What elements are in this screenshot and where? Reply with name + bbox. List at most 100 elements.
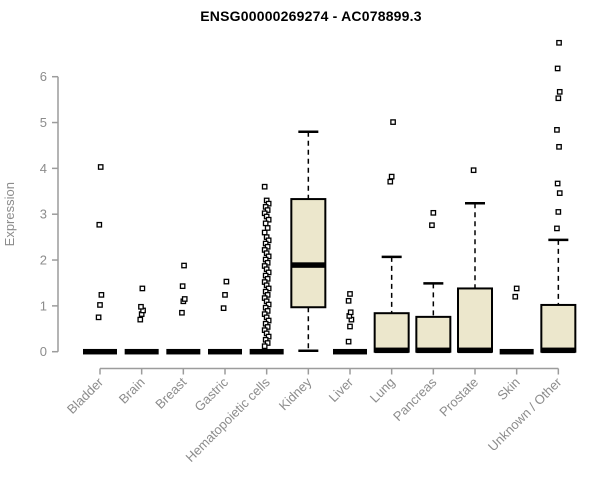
box-group-skin <box>499 285 534 355</box>
x-tick-label-unknown-other: Unknown / Other <box>485 374 565 454</box>
outlier-point <box>264 292 271 298</box>
box-group-hematopoietic-cells <box>249 183 284 355</box>
outlier-point <box>264 207 271 213</box>
y-tick-label: 3 <box>40 207 47 222</box>
outlier-point <box>347 323 353 330</box>
outlier-point <box>222 292 228 298</box>
outlier-point <box>556 39 562 46</box>
x-tick-label-bladder: Bladder <box>64 374 107 417</box>
y-axis-label: Expression <box>2 182 17 246</box>
y-tick-label: 2 <box>40 253 47 268</box>
outlier-point <box>265 216 272 223</box>
box-group-lung <box>373 119 410 354</box>
outlier-point <box>179 309 185 316</box>
median-bar-liver <box>333 348 368 355</box>
outlier-point <box>261 229 268 236</box>
outlier-point <box>97 164 104 170</box>
box-group-gastric <box>208 278 243 355</box>
outlier-point <box>555 209 562 215</box>
outlier-point <box>388 173 395 180</box>
median-bar-hematopoietic-cells <box>249 348 284 355</box>
iqr-box-pancreas <box>415 315 452 353</box>
outlier-point <box>554 180 561 187</box>
outlier-point <box>556 88 563 95</box>
outlier-point <box>264 308 271 314</box>
median-bar-skin <box>499 348 534 355</box>
outlier-point <box>347 291 353 297</box>
outlier-point <box>181 296 188 302</box>
median-bar-kidney <box>291 262 326 268</box>
outlier-point <box>223 278 230 285</box>
median-bar-prostate <box>458 347 493 354</box>
box-group-kidney <box>290 130 327 353</box>
outlier-point <box>265 301 272 308</box>
outlier-point <box>138 303 144 310</box>
outlier-point <box>264 275 271 282</box>
median-bar-gastric <box>208 348 243 355</box>
outlier-point <box>470 167 477 174</box>
outlier-point <box>512 293 519 300</box>
outlier-point <box>555 95 562 102</box>
outlier-point <box>264 259 271 266</box>
y-tick-label: 6 <box>40 69 47 84</box>
x-tick-label-lung: Lung <box>367 375 398 406</box>
x-tick-label-brain: Brain <box>116 375 148 407</box>
outlier-point <box>429 222 435 229</box>
median-bar-bladder <box>83 348 117 355</box>
outlier-point <box>220 305 227 312</box>
outlier-point <box>265 317 272 324</box>
outlier-point <box>97 302 103 308</box>
outlier-point <box>262 220 269 227</box>
outlier-point <box>556 143 562 150</box>
x-tick-label-prostate: Prostate <box>436 375 481 420</box>
y-tick-label: 0 <box>40 344 47 359</box>
box-group-brain <box>124 285 159 355</box>
outlier-point <box>265 269 272 276</box>
median-bar-lung <box>374 347 409 354</box>
outlier-point <box>264 243 271 250</box>
iqr-box-prostate <box>457 287 494 353</box>
outlier-point <box>264 225 271 231</box>
outlier-point <box>137 316 144 323</box>
y-tick-label: 4 <box>40 161 47 176</box>
outlier-point <box>261 343 268 350</box>
outlier-point <box>265 253 272 260</box>
box-group-unknown-other <box>540 39 577 354</box>
outlier-point <box>554 127 560 133</box>
iqr-box-lung <box>373 312 410 353</box>
x-tick-label-pancreas: Pancreas <box>390 374 440 424</box>
outlier-point <box>513 285 520 292</box>
y-tick-label: 1 <box>40 298 47 313</box>
outlier-point <box>390 119 396 125</box>
box-group-liver <box>333 291 368 355</box>
y-tick-label: 5 <box>40 115 47 130</box>
outlier-point <box>554 225 560 232</box>
outlier-point <box>265 285 272 292</box>
box-group-prostate <box>457 167 494 354</box>
median-bar-brain <box>124 348 159 355</box>
outlier-point <box>265 333 272 340</box>
outlier-point <box>179 283 186 290</box>
median-bar-unknown-other <box>541 347 576 354</box>
median-bar-pancreas <box>416 347 451 354</box>
x-tick-label-kidney: Kidney <box>276 374 315 413</box>
iqr-box-kidney <box>290 198 327 309</box>
outlier-point <box>265 237 272 244</box>
box-group-breast <box>166 262 201 355</box>
outlier-point <box>264 340 271 346</box>
outlier-point <box>345 297 352 304</box>
outlier-point <box>96 221 103 228</box>
outlier-point <box>98 292 105 298</box>
outlier-point <box>387 178 394 185</box>
median-bar-breast <box>166 348 201 355</box>
outlier-point <box>347 309 354 316</box>
outlier-point <box>261 183 268 190</box>
outlier-point <box>181 262 187 269</box>
outlier-point <box>264 324 271 330</box>
box-group-bladder <box>83 164 117 355</box>
x-tick-label-skin: Skin <box>494 375 522 403</box>
iqr-box-unknown-other <box>540 303 577 353</box>
box-group-pancreas <box>415 209 452 354</box>
